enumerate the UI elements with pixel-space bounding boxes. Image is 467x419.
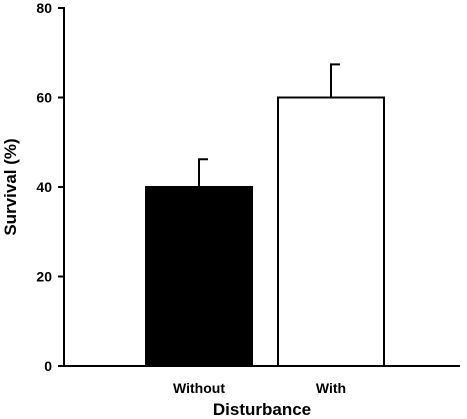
x-axis-title: Disturbance: [213, 400, 311, 419]
y-tick-label: 80: [36, 0, 52, 16]
y-tick-label: 0: [44, 358, 52, 374]
y-tick-label: 40: [36, 179, 52, 195]
y-axis-ticks: 0 20 40 60 80: [36, 0, 64, 374]
y-axis-title: Survival (%): [1, 138, 20, 235]
x-tick-label: Without: [173, 380, 225, 396]
bars: [145, 63, 385, 367]
bar-without: [145, 186, 253, 367]
x-tick-labels: Without With: [173, 380, 346, 396]
y-tick-label: 60: [36, 90, 52, 106]
y-tick-label: 20: [36, 269, 52, 285]
x-tick-label: With: [316, 380, 346, 396]
bar-with: [277, 96, 385, 367]
